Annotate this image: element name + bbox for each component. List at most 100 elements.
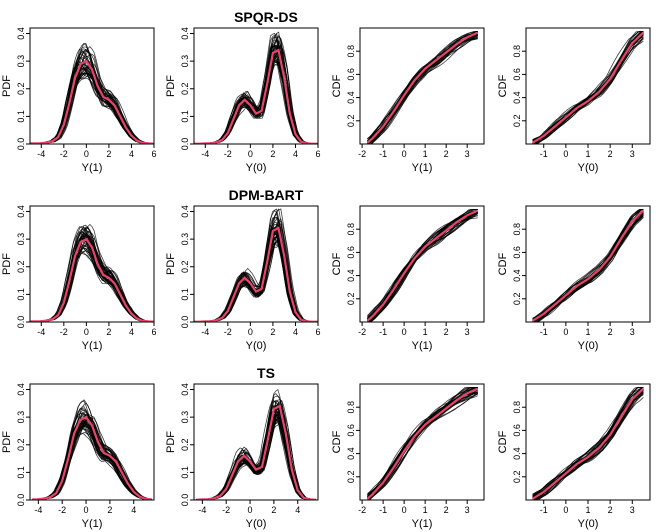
x-tick-label: 0 (84, 505, 89, 515)
sample-curve (194, 234, 318, 322)
y-tick-label: 0.6 (512, 246, 522, 259)
x-tick-label: 2 (106, 149, 111, 159)
sample-curves (532, 387, 644, 500)
sample-curve (194, 55, 318, 144)
sample-curve (194, 34, 318, 144)
y-tick-label: 0.4 (346, 447, 356, 460)
panel-r3c4: -1 0 1 2 3 0.2 0.4 0.6 0.8 Y(0) CDF (497, 383, 651, 530)
x-tick-label: -2 (58, 505, 66, 515)
x-tick-label: 3 (630, 327, 635, 337)
x-axis-label: Y(0) (578, 162, 599, 174)
sample-curve (194, 231, 318, 322)
y-tick-label: 0.3 (16, 411, 26, 424)
true-curve (532, 209, 645, 322)
y-tick-label: 0.6 (512, 424, 522, 437)
y-axis-label: PDF (165, 253, 177, 275)
sample-curve (194, 56, 318, 144)
sample-curve (194, 57, 318, 144)
sample-curve (194, 225, 318, 322)
y-tick-label: 0.1 (180, 288, 190, 301)
x-axis-label: Y(0) (246, 518, 267, 530)
x-tick-label: -4 (34, 505, 42, 515)
y-tick-label: 0.4 (512, 269, 522, 282)
sample-curve (194, 218, 318, 322)
y-tick-label: 0.3 (16, 55, 26, 68)
panel-r2c1: -4 -2 0 2 4 6 0.0 0.1 0.2 0.3 0.4 Y(1) PDF (1, 205, 157, 352)
panel-r1c1: -4 -2 0 2 4 6 0.0 0.1 0.2 0.3 0.4 Y(1) PDF (1, 27, 157, 174)
y-tick-label: 0.0 (180, 316, 190, 329)
sample-curve (194, 229, 318, 322)
sample-curve (194, 34, 318, 144)
y-axis-label: PDF (165, 431, 177, 453)
y-axis-label: CDF (497, 430, 509, 453)
x-tick-label: 3 (630, 149, 635, 159)
x-tick-label: -1 (379, 149, 387, 159)
sample-curve (30, 42, 154, 144)
y-tick-label: 0.8 (512, 45, 522, 58)
sample-curve (194, 55, 318, 144)
sample-curve (194, 60, 318, 144)
sample-curves (196, 388, 316, 500)
y-axis-label: PDF (1, 431, 13, 453)
x-tick-label: -2 (224, 149, 232, 159)
x-tick-label: 0 (402, 505, 407, 515)
sample-curve (30, 49, 154, 144)
x-tick-label: 0 (84, 149, 89, 159)
y-tick-label: 0.1 (180, 110, 190, 123)
x-tick-label: 2 (444, 327, 449, 337)
true-curve (366, 387, 479, 500)
sample-curve (367, 32, 478, 140)
sample-curve (194, 227, 318, 322)
sample-curve (194, 208, 318, 322)
sample-curve (30, 224, 154, 322)
sample-curve (194, 44, 318, 144)
sample-curve (194, 220, 318, 322)
sample-curve (194, 43, 318, 144)
sample-curve (194, 58, 318, 144)
sample-curve (194, 57, 318, 144)
sample-curve (194, 236, 318, 322)
sample-curve (194, 217, 318, 322)
sample-curve (194, 44, 318, 144)
sample-curve (194, 45, 318, 144)
sample-curves (30, 42, 154, 144)
y-tick-label: 0.2 (512, 115, 522, 128)
sample-curves (32, 399, 152, 500)
x-tick-label: -4 (37, 149, 45, 159)
sample-curve (194, 36, 318, 144)
panel-r2c4: -1 0 1 2 3 0.2 0.4 0.6 0.8 Y(0) CDF (497, 205, 651, 352)
x-tick-label: 2 (444, 505, 449, 515)
sample-curve (30, 69, 154, 144)
y-tick-label: 0.0 (180, 138, 190, 151)
y-axis-label: PDF (1, 75, 13, 97)
y-axis-label: PDF (165, 75, 177, 97)
x-tick-label: 4 (293, 149, 298, 159)
y-tick-label: 0.4 (16, 205, 26, 218)
sample-curve (532, 215, 644, 319)
sample-curve (194, 37, 318, 144)
x-tick-label: -4 (198, 505, 206, 515)
plot-frame (359, 27, 485, 145)
y-tick-label: 0.2 (512, 293, 522, 306)
y-tick-label: 0.2 (346, 115, 356, 128)
plot-frame (193, 383, 319, 501)
y-tick-label: 0.8 (346, 401, 356, 414)
x-tick-label: -2 (224, 327, 232, 337)
sample-curve (194, 245, 318, 322)
x-tick-label: 0 (248, 505, 253, 515)
sample-curve (194, 36, 318, 144)
sample-curve (30, 240, 154, 322)
y-tick-label: 0.2 (346, 471, 356, 484)
sample-curve (194, 47, 318, 144)
y-axis-label: PDF (1, 253, 13, 275)
x-tick-label: -2 (358, 505, 366, 515)
sample-curve (367, 32, 478, 142)
sample-curve (194, 233, 318, 322)
x-tick-label: -1 (540, 327, 548, 337)
x-axis-label: Y(0) (578, 518, 599, 530)
sample-curve (194, 223, 318, 322)
y-tick-label: 0.4 (16, 27, 26, 40)
x-tick-label: -2 (222, 505, 230, 515)
sample-curve (194, 221, 318, 322)
y-tick-label: 0.0 (16, 494, 26, 507)
